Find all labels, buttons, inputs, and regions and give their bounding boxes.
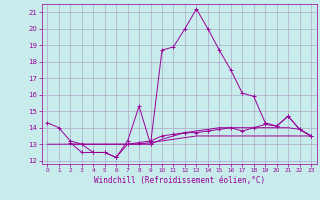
X-axis label: Windchill (Refroidissement éolien,°C): Windchill (Refroidissement éolien,°C)	[94, 176, 265, 185]
